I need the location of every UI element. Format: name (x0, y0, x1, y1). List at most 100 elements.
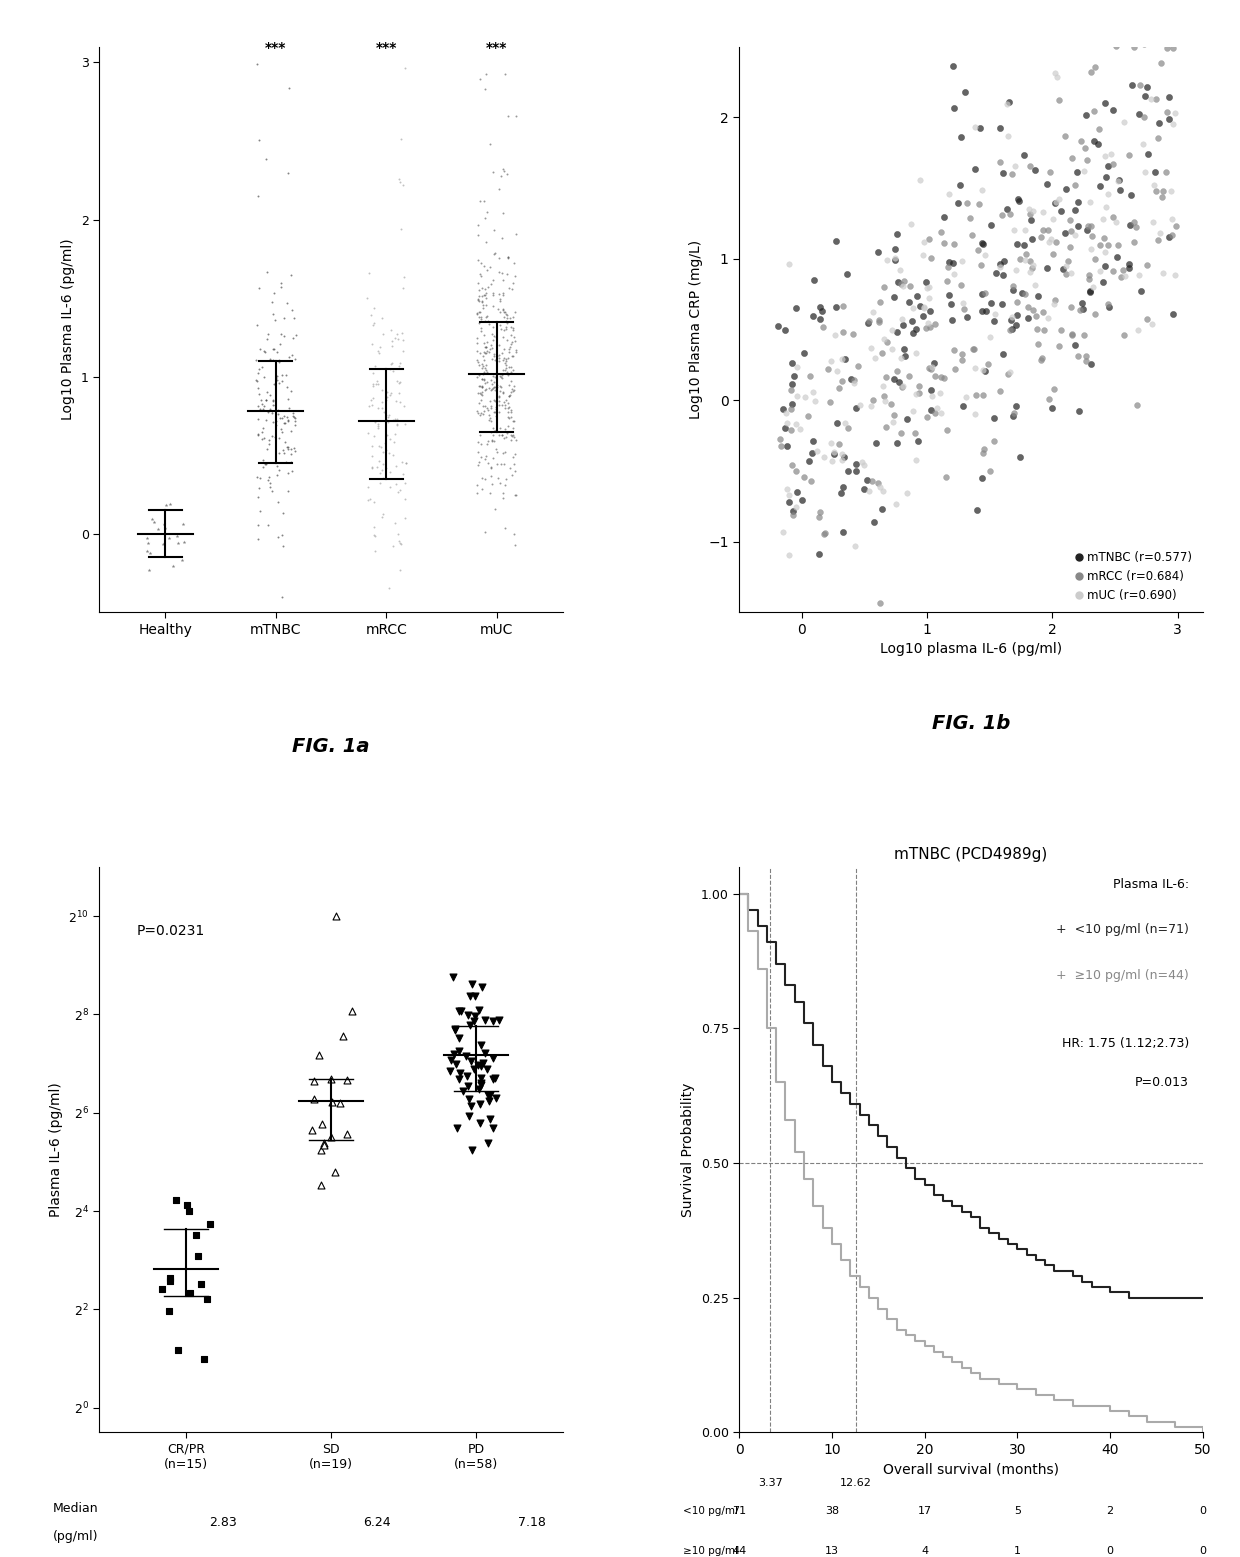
X-axis label: Overall survival (months): Overall survival (months) (883, 1462, 1059, 1476)
Point (492, 260, 512, 285)
mUC (r=0.690) (846, 534, 866, 559)
Point (481, 272, 501, 297)
mUC (r=0.690) (866, 346, 885, 371)
Point (362, 455, 382, 480)
Point (140, 557, 160, 582)
Point (481, 455, 501, 480)
mTNBC (r=0.577) (1158, 224, 1178, 249)
Point (505, 408, 525, 433)
Point (384, 430, 404, 455)
Point (458, 1063, 477, 1088)
mRCC (r=0.684) (931, 220, 951, 244)
mRCC (r=0.684) (875, 416, 895, 441)
Point (382, 318, 402, 343)
mTNBC (r=0.577) (1012, 280, 1032, 305)
mRCC (r=0.684) (966, 383, 986, 408)
mTNBC (r=0.577) (998, 89, 1018, 114)
Point (263, 389, 283, 414)
Point (489, 389, 508, 414)
Point (490, 246, 510, 271)
Point (391, 350, 410, 375)
Point (387, 321, 407, 346)
mRCC (r=0.684) (1004, 400, 1024, 425)
mRCC (r=0.684) (1097, 291, 1117, 316)
Point (360, 486, 379, 511)
Point (379, 576, 399, 601)
Point (247, 466, 267, 490)
Point (506, 428, 526, 453)
mTNBC (r=0.577) (920, 299, 940, 324)
mRCC (r=0.684) (1032, 346, 1052, 371)
Point (485, 388, 505, 413)
Point (474, 399, 494, 424)
mRCC (r=0.684) (1148, 227, 1168, 252)
Point (372, 466, 392, 490)
mUC (r=0.690) (826, 322, 846, 347)
mRCC (r=0.684) (874, 383, 894, 408)
Point (487, 452, 507, 476)
Point (474, 344, 494, 369)
mRCC (r=0.684) (1068, 343, 1087, 367)
Point (469, 286, 489, 311)
Point (505, 442, 525, 467)
mTNBC (r=0.577) (827, 411, 847, 436)
Point (475, 371, 495, 395)
mTNBC (r=0.577) (779, 489, 799, 514)
Point (474, 330, 494, 355)
mUC (r=0.690) (930, 380, 950, 405)
mRCC (r=0.684) (936, 464, 956, 489)
Point (285, 347, 305, 372)
Point (490, 177, 510, 202)
mTNBC (r=0.577) (972, 282, 992, 307)
Point (382, 350, 402, 375)
mRCC (r=0.684) (937, 417, 957, 442)
Point (337, 1067, 357, 1091)
mRCC (r=0.684) (894, 268, 914, 293)
Point (491, 374, 511, 399)
Point (484, 294, 503, 319)
mUC (r=0.690) (1045, 61, 1065, 86)
Point (362, 434, 382, 459)
Point (470, 1110, 490, 1135)
mRCC (r=0.684) (905, 420, 925, 445)
Text: FIG. 1a: FIG. 1a (293, 736, 370, 755)
Point (477, 338, 497, 363)
mRCC (r=0.684) (1019, 154, 1039, 179)
Point (268, 399, 288, 424)
Point (388, 327, 408, 352)
Point (249, 357, 269, 381)
mRCC (r=0.684) (880, 391, 900, 416)
Point (249, 397, 269, 422)
Point (377, 385, 397, 409)
Point (490, 282, 510, 307)
mRCC (r=0.684) (843, 322, 863, 347)
mUC (r=0.690) (1080, 190, 1100, 215)
Point (330, 1091, 350, 1116)
mRCC (r=0.684) (820, 389, 839, 414)
Point (475, 394, 495, 419)
mRCC (r=0.684) (818, 357, 838, 381)
mUC (r=0.690) (1162, 207, 1182, 232)
mUC (r=0.690) (777, 476, 797, 501)
Point (272, 584, 291, 609)
Point (257, 388, 277, 413)
Point (247, 51, 267, 76)
mRCC (r=0.684) (1076, 349, 1096, 374)
Point (269, 405, 289, 430)
Point (482, 377, 502, 402)
mRCC (r=0.684) (878, 330, 898, 355)
mTNBC (r=0.577) (1053, 257, 1073, 282)
Point (467, 472, 487, 497)
mRCC (r=0.684) (1039, 386, 1059, 411)
Point (363, 424, 383, 448)
mRCC (r=0.684) (1085, 54, 1105, 79)
mUC (r=0.690) (1047, 64, 1066, 89)
Point (486, 310, 506, 335)
Point (389, 371, 409, 395)
mUC (r=0.690) (869, 475, 889, 500)
Point (484, 268, 503, 293)
mTNBC (r=0.577) (831, 481, 851, 506)
Point (471, 1053, 491, 1077)
Point (494, 347, 513, 372)
Point (162, 554, 182, 579)
